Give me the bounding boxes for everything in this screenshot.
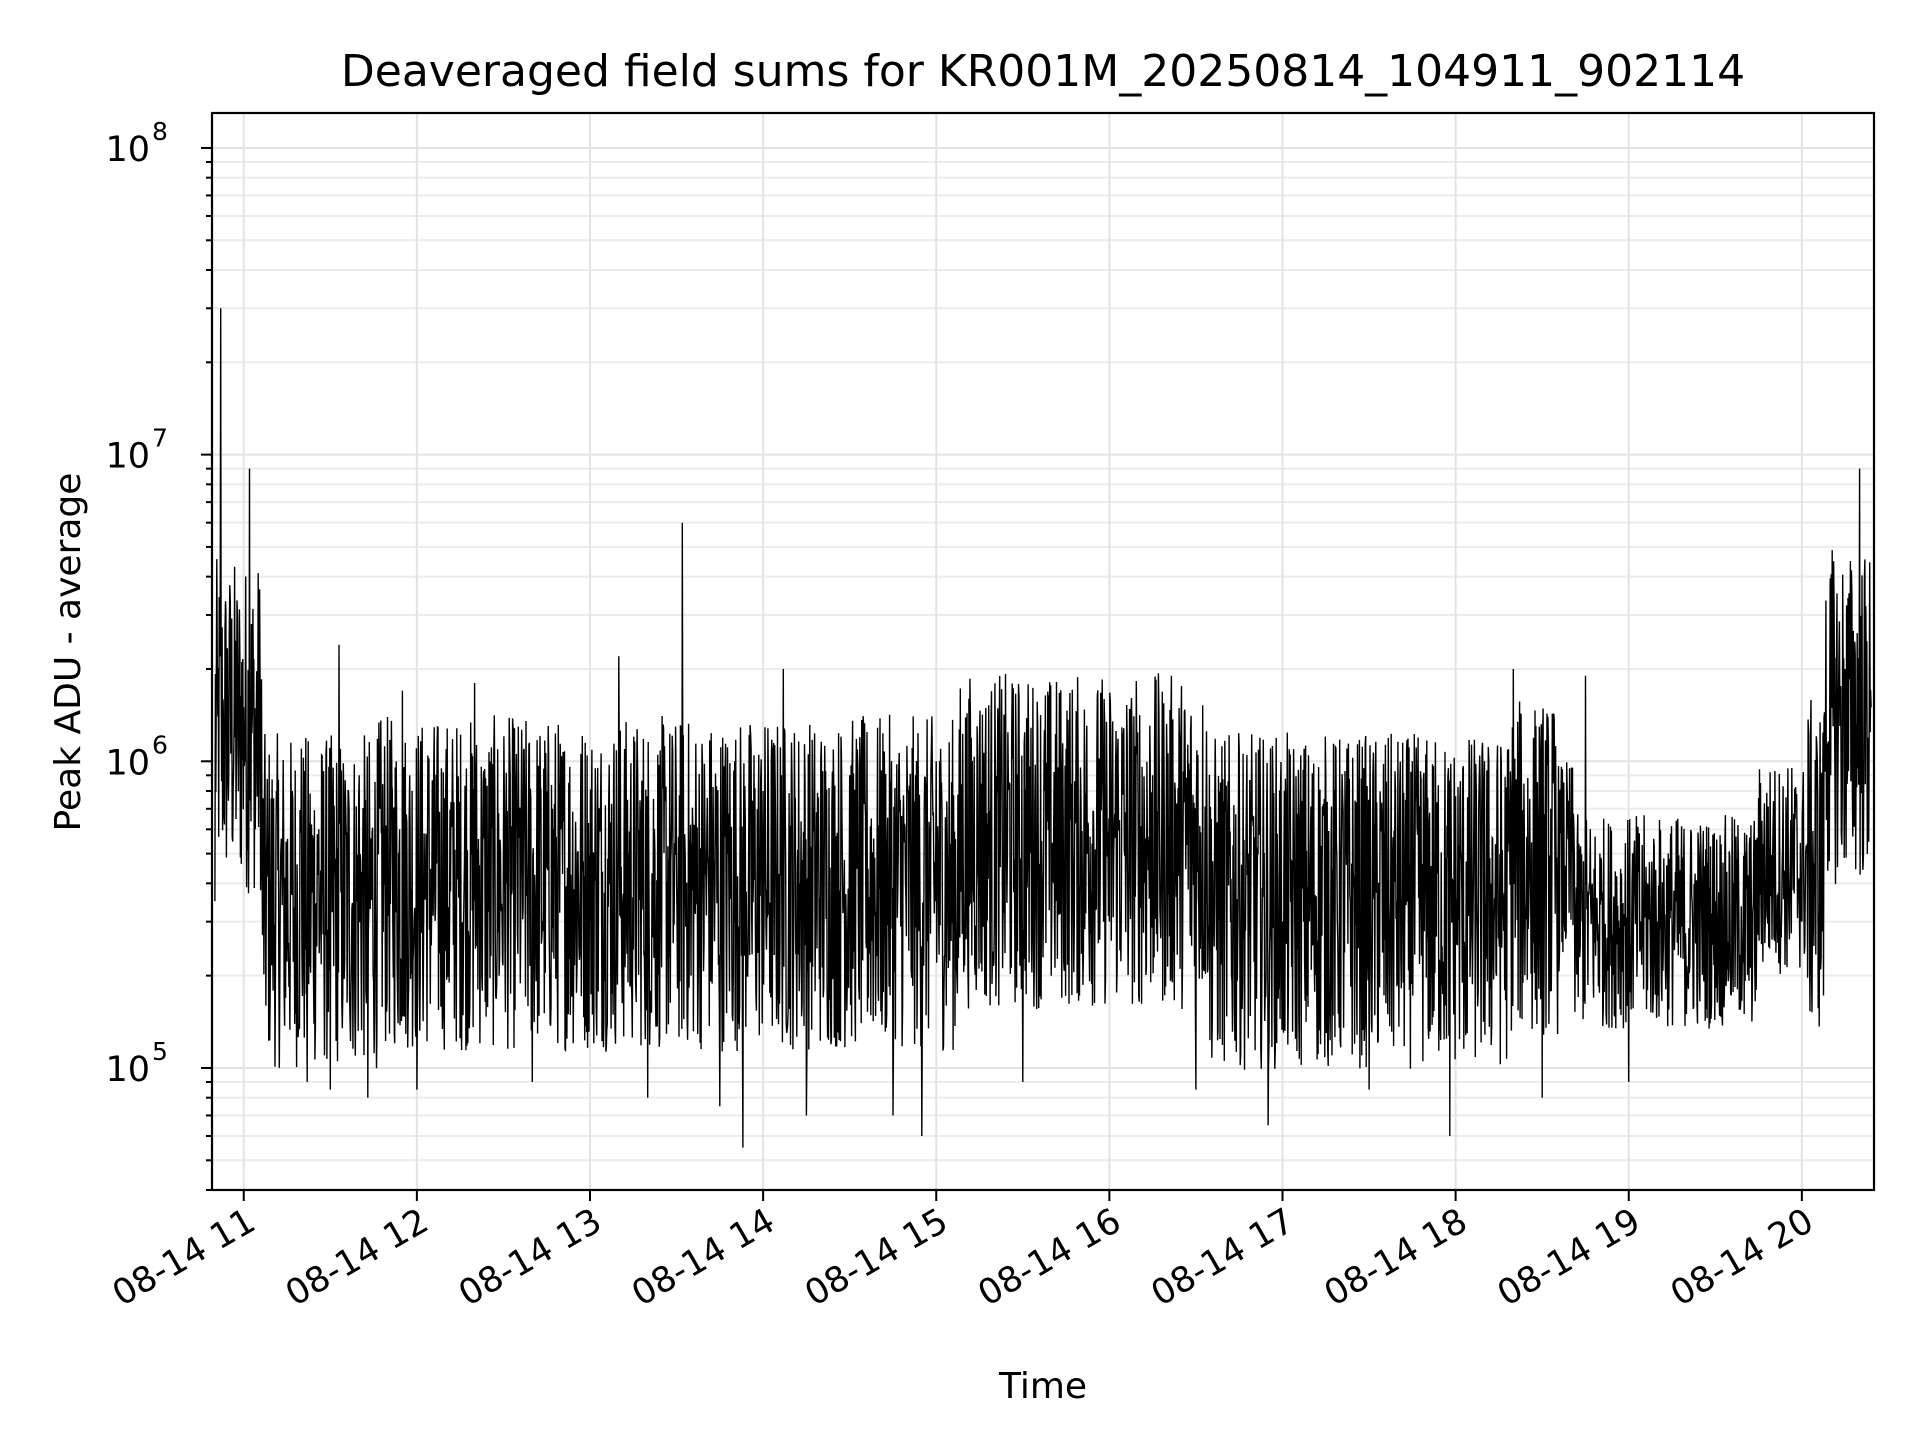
y-tick-label: 10 <box>105 743 150 783</box>
x-axis-ticks: 08-14 11 08-14 12 08-14 13 08-14 14 08-14 15… <box>106 1190 1820 1314</box>
y-axis-label: Peak ADU - average <box>48 473 89 832</box>
y-tick-label: 10 <box>105 1050 150 1090</box>
x-tick-label: 08-14 12 <box>279 1201 435 1314</box>
x-tick-label: 08-14 15 <box>798 1201 954 1314</box>
y-tick-label: 10 <box>105 437 150 477</box>
series-line <box>214 308 1872 1148</box>
x-tick-label: 08-14 16 <box>972 1201 1128 1314</box>
y-tick-exponent: 5 <box>152 1037 168 1066</box>
x-tick-label: 08-14 13 <box>452 1201 608 1314</box>
y-tick-label: 10 <box>105 130 150 170</box>
x-tick-label: 08-14 20 <box>1664 1201 1820 1314</box>
x-axis-label: Time <box>998 1366 1087 1407</box>
x-tick-label: 08-14 14 <box>625 1201 781 1314</box>
x-tick-label: 08-14 11 <box>106 1201 262 1314</box>
chart-title: Deaveraged field sums for KR001M_2025081… <box>341 46 1745 97</box>
y-tick-exponent: 7 <box>152 424 168 453</box>
series-layer <box>214 308 1872 1148</box>
plot-frame <box>210 111 1876 1192</box>
y-tick-exponent: 8 <box>152 117 168 146</box>
y-tick-exponent: 6 <box>152 730 168 759</box>
x-tick-label: 08-14 19 <box>1491 1201 1647 1314</box>
x-tick-label: 08-14 18 <box>1318 1201 1474 1314</box>
x-tick-label: 08-14 17 <box>1145 1201 1301 1314</box>
